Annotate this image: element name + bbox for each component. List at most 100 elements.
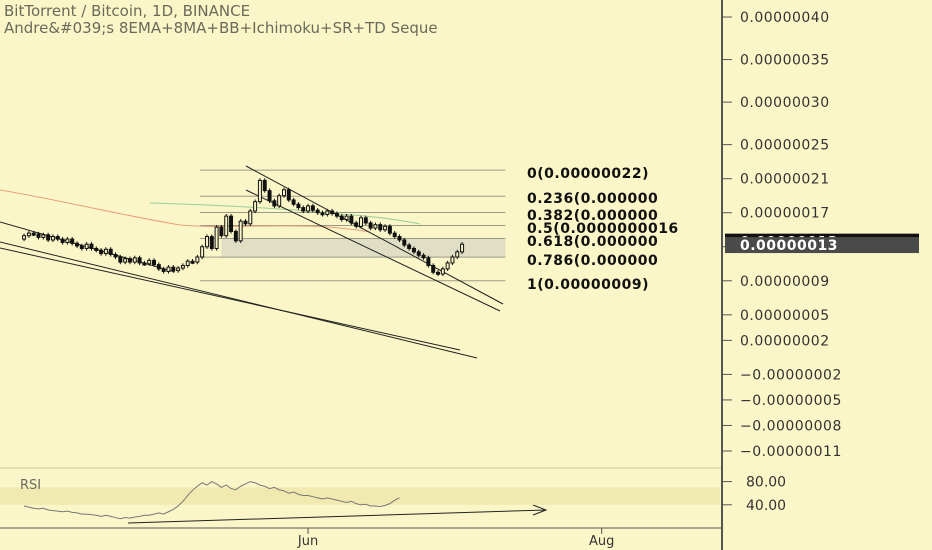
time-tick-label: Jun bbox=[297, 534, 318, 549]
candle-body bbox=[219, 226, 224, 237]
candle-body bbox=[171, 266, 176, 272]
candle-body bbox=[156, 264, 161, 270]
candle-body bbox=[378, 224, 383, 231]
candle-body bbox=[421, 254, 426, 259]
trend-line bbox=[0, 241, 478, 359]
candle-body bbox=[277, 195, 282, 207]
price-tick-label: 0.00000017 bbox=[740, 206, 830, 222]
price-tick-label: −0.00000008 bbox=[740, 418, 842, 434]
candle-body bbox=[152, 259, 157, 266]
candle-body bbox=[267, 190, 272, 202]
trend-line bbox=[127, 509, 547, 524]
candle-body bbox=[455, 251, 460, 258]
rsi-label: RSI bbox=[20, 478, 42, 493]
fib-level-label: 0(0.00000022) bbox=[527, 166, 649, 182]
candle-body bbox=[359, 217, 363, 227]
price-axis-bg bbox=[722, 0, 932, 550]
candle-body bbox=[330, 210, 335, 215]
candle-body bbox=[233, 230, 238, 242]
candle-body bbox=[50, 236, 55, 241]
rsi-tick-label: 40.00 bbox=[746, 498, 786, 514]
candle-body bbox=[89, 243, 94, 249]
candle-body bbox=[137, 257, 142, 264]
candle-body bbox=[166, 266, 171, 272]
candle-body bbox=[296, 203, 301, 209]
price-tick-label: 0.00000030 bbox=[740, 95, 830, 111]
candle-body bbox=[79, 245, 84, 249]
candle-body bbox=[248, 210, 253, 225]
candle-body bbox=[238, 220, 243, 242]
candle-body bbox=[383, 225, 388, 231]
candle-body bbox=[26, 232, 31, 237]
candle-body bbox=[41, 234, 46, 238]
candle-body bbox=[60, 238, 65, 244]
candle-body bbox=[75, 242, 80, 247]
candle-body bbox=[460, 243, 465, 253]
rsi-tick-label: 80.00 bbox=[746, 475, 786, 491]
fibonacci-levels: 0(0.00000022) 0.236(0.0000000.382(0.00000… bbox=[200, 166, 724, 295]
candle-body bbox=[118, 256, 123, 263]
candle-body bbox=[397, 236, 402, 241]
price-tick-label: 0.00000040 bbox=[740, 10, 830, 26]
candle-body bbox=[46, 234, 51, 241]
candle-body bbox=[363, 217, 368, 224]
candle-body bbox=[253, 201, 258, 212]
candle-body bbox=[70, 238, 75, 244]
candle-body bbox=[450, 256, 455, 264]
candle-body bbox=[195, 256, 200, 263]
candle-body bbox=[387, 225, 392, 234]
rsi-band bbox=[0, 487, 720, 505]
ma-line bbox=[149, 202, 421, 225]
price-badge-label: 0.00000013 bbox=[740, 238, 838, 254]
candle-body bbox=[436, 271, 441, 275]
candle-body bbox=[200, 246, 205, 258]
candle-body bbox=[411, 247, 416, 253]
candle-body bbox=[108, 248, 113, 255]
candle-body bbox=[185, 260, 190, 266]
fib-level-label: 0.786(0.000000 bbox=[527, 253, 658, 269]
candle-body bbox=[94, 247, 99, 251]
candle-body bbox=[113, 253, 118, 258]
candle-body bbox=[257, 179, 262, 203]
candle-body bbox=[306, 205, 311, 212]
price-tick-label: −0.00000005 bbox=[740, 393, 842, 409]
candle-body bbox=[204, 236, 209, 248]
fib-level-label: 0.618(0.000000 bbox=[527, 234, 658, 250]
candle-body bbox=[373, 224, 378, 229]
price-tick-label: −0.00000002 bbox=[740, 367, 842, 383]
trend-line bbox=[0, 247, 461, 351]
fib-level-label: 1(0.00000009) bbox=[527, 277, 649, 293]
candles bbox=[22, 178, 465, 277]
moving-averages bbox=[0, 189, 421, 233]
candle-body bbox=[431, 264, 436, 273]
candle-body bbox=[354, 222, 359, 227]
candle-body bbox=[416, 251, 421, 256]
candle-body bbox=[407, 244, 412, 249]
candle-body bbox=[445, 262, 450, 270]
candle-body bbox=[229, 215, 234, 232]
candle-body bbox=[180, 264, 185, 269]
candle-body bbox=[243, 220, 248, 225]
candle-body bbox=[310, 205, 315, 211]
candle-body bbox=[99, 249, 104, 255]
candle-body bbox=[190, 260, 195, 264]
candle-body bbox=[440, 268, 445, 275]
chart-title: BitTorrent / Bitcoin, 1D, BINANCE bbox=[4, 2, 251, 20]
candle-body bbox=[55, 236, 60, 240]
candle-body bbox=[344, 215, 349, 221]
candle-body bbox=[84, 243, 89, 249]
candle-body bbox=[127, 258, 132, 263]
candle-body bbox=[36, 233, 41, 238]
candle-body bbox=[291, 199, 296, 205]
candle-body bbox=[176, 267, 181, 272]
candle-body bbox=[22, 235, 27, 240]
price-tick-label: −0.00000011 bbox=[740, 444, 842, 460]
candle-body bbox=[224, 215, 229, 237]
candle-body bbox=[31, 232, 36, 236]
candle-body bbox=[103, 248, 108, 255]
fib-level-label: 0.236(0.000000 bbox=[527, 191, 658, 207]
candle-body bbox=[301, 207, 306, 212]
candle-body bbox=[281, 189, 286, 197]
